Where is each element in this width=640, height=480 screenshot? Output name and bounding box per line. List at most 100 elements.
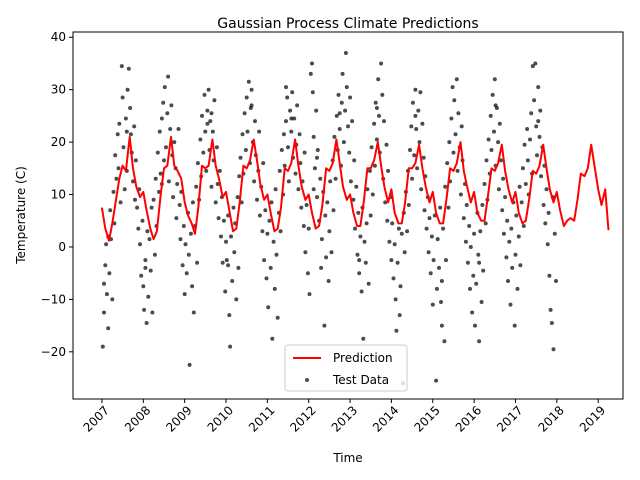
test-data-point	[214, 145, 219, 150]
test-data-point	[353, 226, 357, 231]
test-data-point	[157, 129, 162, 134]
test-data-point	[299, 205, 304, 210]
test-data-point	[397, 313, 402, 318]
test-data-point	[492, 77, 497, 82]
test-data-point	[387, 239, 392, 244]
test-data-point	[447, 140, 452, 145]
test-data-point	[355, 252, 360, 257]
test-data-point	[410, 176, 415, 181]
test-data-point	[336, 92, 341, 97]
test-data-point	[352, 158, 357, 163]
test-data-point	[145, 229, 150, 234]
test-data-point	[166, 179, 171, 184]
test-data-point	[350, 119, 355, 124]
test-data-point	[399, 231, 404, 236]
test-data-point	[102, 281, 106, 286]
test-data-point	[331, 208, 336, 213]
test-data-point	[198, 137, 203, 142]
test-data-point	[245, 129, 250, 134]
test-data-point	[391, 276, 396, 281]
test-data-point	[240, 132, 245, 137]
test-data-point	[449, 116, 454, 121]
test-data-point	[308, 71, 313, 76]
test-data-point	[268, 265, 273, 270]
test-data-point	[311, 134, 316, 139]
test-data-point	[546, 210, 551, 215]
test-data-point	[450, 85, 455, 90]
test-data-point	[235, 195, 240, 200]
scatter-layer	[100, 51, 558, 386]
test-data-point	[125, 87, 130, 92]
test-data-point	[519, 200, 524, 205]
test-data-point	[429, 234, 434, 239]
test-data-point	[165, 111, 170, 116]
test-data-point	[306, 226, 311, 231]
test-data-point	[343, 51, 348, 55]
test-data-point	[132, 124, 137, 129]
test-data-point	[364, 221, 369, 226]
test-data-point	[236, 265, 241, 270]
test-data-point	[493, 103, 498, 108]
legend-box	[284, 344, 408, 392]
test-data-point	[471, 273, 476, 278]
test-data-point	[363, 260, 368, 265]
test-data-point	[217, 168, 222, 173]
test-data-point	[368, 213, 373, 218]
test-data-point	[431, 258, 436, 263]
test-data-point	[174, 216, 179, 221]
test-data-point	[253, 119, 257, 124]
test-data-point	[177, 203, 182, 207]
test-data-point	[133, 158, 138, 163]
test-data-point	[481, 268, 486, 273]
test-data-point	[118, 200, 123, 205]
test-data-point	[108, 208, 113, 213]
test-data-point	[228, 344, 233, 349]
test-data-point	[252, 179, 257, 184]
test-data-point	[348, 95, 353, 100]
test-data-point	[324, 255, 329, 260]
test-data-point	[210, 129, 215, 134]
test-data-point	[305, 271, 310, 276]
test-data-point	[262, 258, 267, 263]
test-data-point	[266, 305, 271, 310]
y-tick-label: 20	[51, 135, 66, 149]
test-data-point	[398, 284, 403, 289]
test-data-point	[499, 158, 503, 163]
test-data-point	[383, 200, 388, 205]
test-data-point	[405, 229, 410, 234]
test-data-point	[516, 234, 521, 239]
test-data-point	[162, 85, 167, 90]
test-data-point	[289, 129, 294, 134]
test-data-point	[479, 300, 484, 304]
test-data-point	[412, 153, 417, 158]
test-data-point	[512, 323, 517, 328]
test-data-point	[424, 226, 429, 231]
test-data-point	[384, 142, 389, 147]
test-data-point	[246, 79, 251, 84]
test-data-point	[489, 148, 494, 152]
test-data-point	[422, 208, 427, 213]
test-data-point	[208, 119, 213, 124]
test-data-point	[195, 161, 200, 166]
test-data-point	[186, 252, 191, 257]
test-data-point	[351, 197, 356, 202]
test-data-point	[194, 184, 199, 189]
test-data-point	[159, 116, 164, 121]
test-data-point	[374, 137, 379, 142]
test-data-point	[476, 252, 481, 257]
test-data-point	[486, 137, 491, 142]
test-data-point	[376, 77, 381, 82]
test-data-point	[215, 182, 220, 186]
test-data-point	[205, 121, 210, 126]
test-data-point	[417, 140, 422, 145]
test-data-point	[418, 90, 423, 95]
test-data-point	[162, 158, 166, 163]
test-data-point	[301, 224, 306, 228]
test-data-point	[523, 182, 528, 186]
test-data-point	[202, 92, 207, 97]
test-data-point	[372, 163, 377, 168]
y-tick-label: 30	[51, 83, 66, 97]
test-data-point	[110, 297, 115, 302]
test-data-point	[284, 85, 288, 90]
